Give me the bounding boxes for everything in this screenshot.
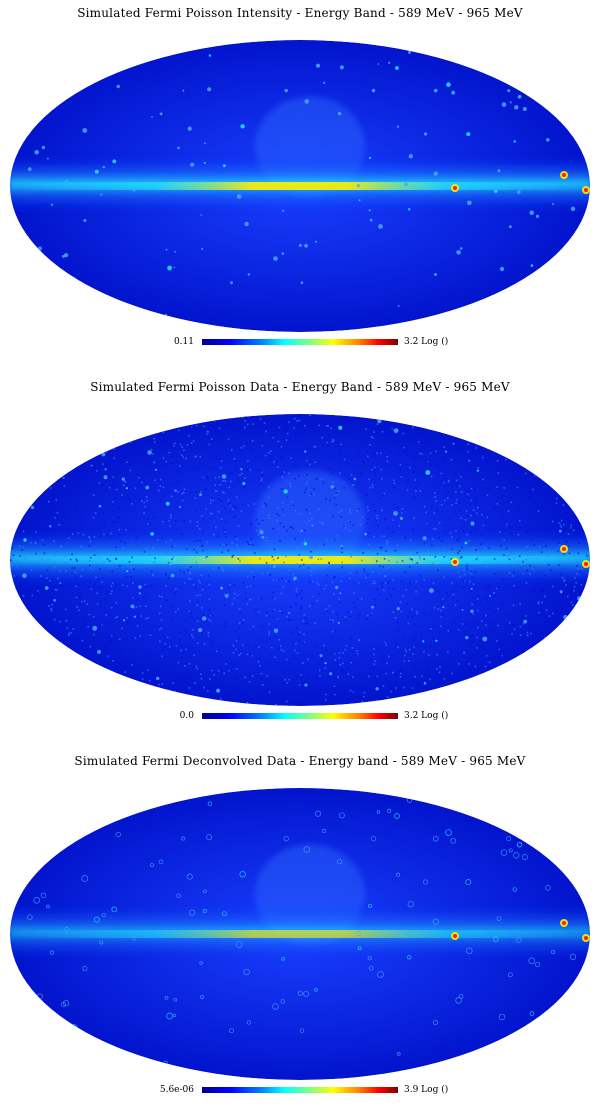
sky-map-intensity [8, 38, 592, 334]
colorbar-gradient [202, 713, 398, 719]
colorbar-min-label: 0.11 [174, 336, 194, 348]
colorbar-gradient [202, 339, 398, 345]
panel-title: Simulated Fermi Poisson Data - Energy Ba… [0, 380, 600, 394]
colorbar: 5.6e-06 3.9 Log () [0, 1084, 600, 1098]
colorbar-min-label: 5.6e-06 [160, 1084, 194, 1096]
colorbar: 0.11 3.2 Log () [0, 336, 600, 350]
panel-data: Simulated Fermi Poisson Data - Energy Ba… [0, 374, 600, 740]
colorbar-gradient [202, 1087, 398, 1093]
colorbar-max-label: 3.2 Log () [404, 336, 448, 348]
panel-title: Simulated Fermi Deconvolved Data - Energ… [0, 754, 600, 768]
panel-title: Simulated Fermi Poisson Intensity - Ener… [0, 6, 600, 20]
colorbar-min-label: 0.0 [180, 710, 194, 722]
sky-map-data [8, 412, 592, 708]
sky-map-deconvolved [8, 786, 592, 1082]
panel-deconvolved: Simulated Fermi Deconvolved Data - Energ… [0, 748, 600, 1114]
colorbar-max-label: 3.9 Log () [404, 1084, 448, 1096]
colorbar-max-label: 3.2 Log () [404, 710, 448, 722]
panel-intensity: Simulated Fermi Poisson Intensity - Ener… [0, 0, 600, 366]
colorbar: 0.0 3.2 Log () [0, 710, 600, 724]
